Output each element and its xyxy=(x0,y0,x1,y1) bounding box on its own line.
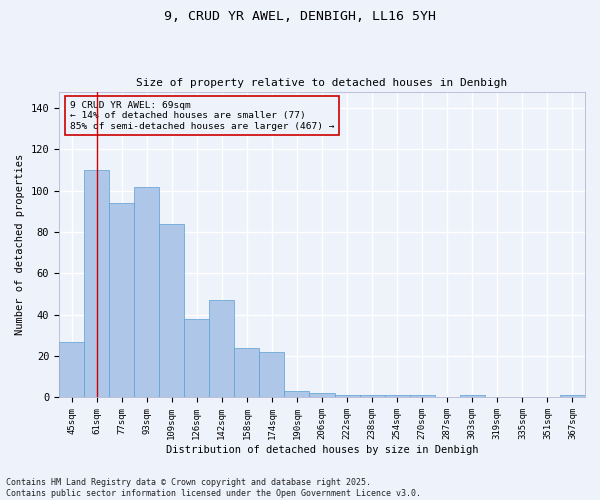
Bar xyxy=(359,396,385,398)
Bar xyxy=(184,319,209,398)
Bar xyxy=(385,396,410,398)
Bar xyxy=(310,394,335,398)
Bar xyxy=(159,224,184,398)
Bar xyxy=(59,342,84,398)
Y-axis label: Number of detached properties: Number of detached properties xyxy=(15,154,25,335)
Bar xyxy=(560,396,585,398)
Title: Size of property relative to detached houses in Denbigh: Size of property relative to detached ho… xyxy=(136,78,508,88)
Bar xyxy=(460,396,485,398)
Bar xyxy=(284,392,310,398)
Bar xyxy=(84,170,109,398)
Bar xyxy=(235,348,259,398)
Bar xyxy=(410,396,435,398)
Bar xyxy=(134,186,159,398)
Bar xyxy=(109,203,134,398)
Text: Contains HM Land Registry data © Crown copyright and database right 2025.
Contai: Contains HM Land Registry data © Crown c… xyxy=(6,478,421,498)
X-axis label: Distribution of detached houses by size in Denbigh: Distribution of detached houses by size … xyxy=(166,445,478,455)
Bar xyxy=(335,396,359,398)
Bar xyxy=(259,352,284,398)
Text: 9 CRUD YR AWEL: 69sqm
← 14% of detached houses are smaller (77)
85% of semi-deta: 9 CRUD YR AWEL: 69sqm ← 14% of detached … xyxy=(70,100,334,130)
Text: 9, CRUD YR AWEL, DENBIGH, LL16 5YH: 9, CRUD YR AWEL, DENBIGH, LL16 5YH xyxy=(164,10,436,23)
Bar xyxy=(209,300,235,398)
